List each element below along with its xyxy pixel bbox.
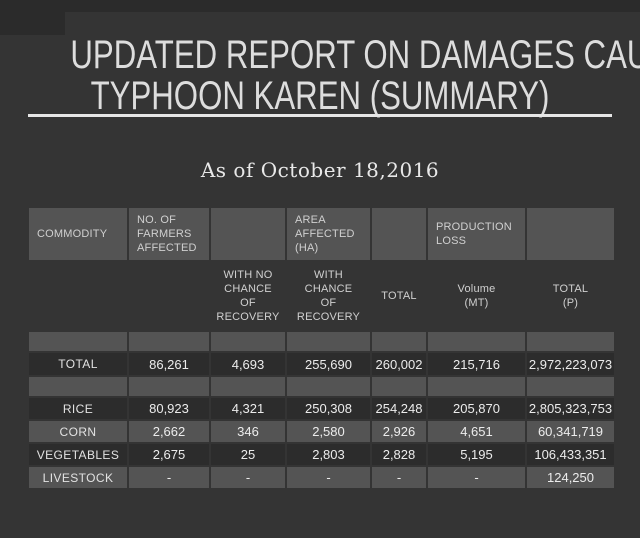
commodity-cell: LIVESTOCK (29, 467, 127, 488)
spacer-row (29, 377, 614, 396)
col-header-empty (372, 208, 426, 260)
value-cell: 4,651 (428, 421, 525, 442)
subheader-empty (29, 262, 127, 330)
top-left-shade (0, 0, 65, 35)
subheader-with-chance-recovery: WITH CHANCE OF RECOVERY (296, 269, 361, 323)
value-cell: 255,690 (287, 353, 370, 375)
col-header-farmers-affected: NO. OF FARMERS AFFECTED (129, 208, 209, 260)
value-cell: - (428, 467, 525, 488)
value-cell: 86,261 (129, 353, 209, 375)
table-row-total: TOTAL 86,261 4,693 255,690 260,002 215,7… (29, 353, 614, 375)
value-cell: 4,693 (211, 353, 285, 375)
spacer-row (29, 332, 614, 351)
page-title-line1: UPDATED REPORT ON DAMAGES CAUSED BY (70, 33, 640, 77)
commodity-cell: VEGETABLES (29, 444, 127, 465)
damages-table: COMMODITY NO. OF FARMERS AFFECTED AREA A… (27, 206, 616, 490)
commodity-cell: RICE (29, 398, 127, 419)
subheader-no-chance-recovery: WITH NO CHANCE OF RECOVERY (216, 269, 280, 323)
subheader-volume-mt: Volume (MT) (457, 283, 496, 309)
value-cell: 205,870 (428, 398, 525, 419)
value-cell: 2,805,323,753 (527, 398, 614, 419)
header-row-2: WITH NO CHANCE OF RECOVERY WITH CHANCE O… (29, 262, 614, 330)
value-cell: 260,002 (372, 353, 426, 375)
col-header-production-loss: PRODUCTION LOSS (428, 208, 525, 260)
value-cell: 254,248 (372, 398, 426, 419)
value-cell: 25 (211, 444, 285, 465)
table-row-livestock: LIVESTOCK - - - - - 124,250 (29, 467, 614, 488)
value-cell: 2,580 (287, 421, 370, 442)
top-shade-band (0, 0, 640, 12)
value-cell: 346 (211, 421, 285, 442)
value-cell: 215,716 (428, 353, 525, 375)
value-cell: - (372, 467, 426, 488)
header-row-1: COMMODITY NO. OF FARMERS AFFECTED AREA A… (29, 208, 614, 260)
subheader-total-p: TOTAL (P) (552, 283, 589, 309)
value-cell: - (129, 467, 209, 488)
value-cell: 2,662 (129, 421, 209, 442)
commodity-cell: TOTAL (29, 353, 127, 375)
table-row-corn: CORN 2,662 346 2,580 2,926 4,651 60,341,… (29, 421, 614, 442)
page-title-line2: TYPHOON KAREN (SUMMARY) (90, 74, 550, 118)
value-cell: 250,308 (287, 398, 370, 419)
value-cell: 80,923 (129, 398, 209, 419)
value-cell: 5,195 (428, 444, 525, 465)
as-of-date: As of October 18,2016 (200, 158, 440, 182)
value-cell: 4,321 (211, 398, 285, 419)
page-title: UPDATED REPORT ON DAMAGES CAUSED BY TYPH… (70, 33, 640, 118)
col-header-empty (211, 208, 285, 260)
value-cell: 60,341,719 (527, 421, 614, 442)
subheader-total: TOTAL (381, 290, 417, 302)
value-cell: 106,433,351 (527, 444, 614, 465)
value-cell: 2,972,223,073 (527, 353, 614, 375)
value-cell: - (287, 467, 370, 488)
value-cell: 2,828 (372, 444, 426, 465)
col-header-commodity: COMMODITY (29, 208, 127, 260)
table-row-vegetables: VEGETABLES 2,675 25 2,803 2,828 5,195 10… (29, 444, 614, 465)
title-underline (28, 114, 612, 117)
col-header-area-affected: AREA AFFECTED (HA) (287, 208, 370, 260)
subheader-empty (129, 262, 209, 330)
value-cell: 2,675 (129, 444, 209, 465)
value-cell: 124,250 (527, 467, 614, 488)
table-row-rice: RICE 80,923 4,321 250,308 254,248 205,87… (29, 398, 614, 419)
value-cell: 2,803 (287, 444, 370, 465)
value-cell: 2,926 (372, 421, 426, 442)
commodity-cell: CORN (29, 421, 127, 442)
value-cell: - (211, 467, 285, 488)
col-header-empty (527, 208, 614, 260)
